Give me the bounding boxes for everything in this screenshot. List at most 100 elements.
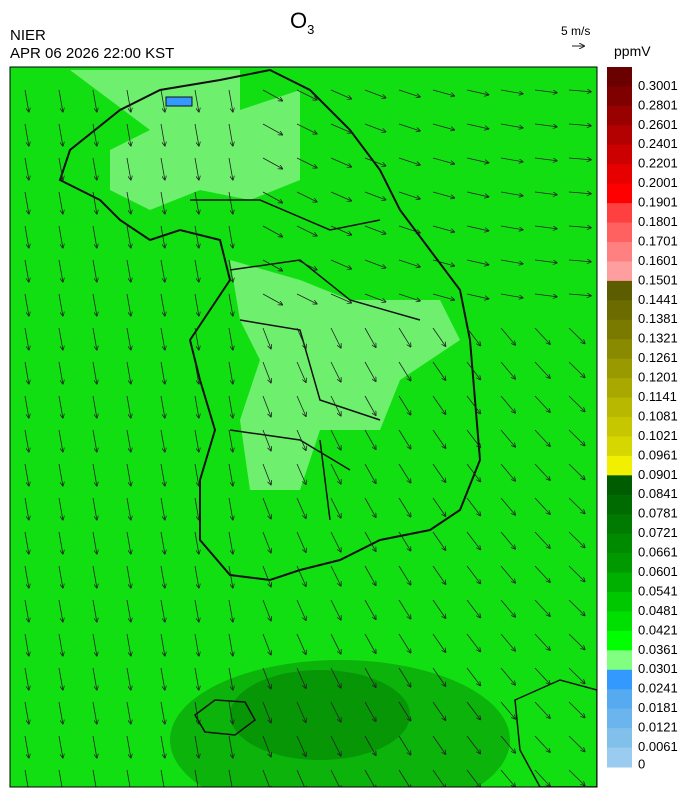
wind-arrow [466,565,480,583]
wind-arrow [330,293,351,303]
colorbar-segment [607,203,632,224]
wind-arrow [534,735,550,752]
wind-arrow [58,769,63,787]
wind-arrow [24,123,29,146]
wind-arrow [432,157,454,164]
wind-arrow [500,633,515,651]
wind-arrow [92,429,97,452]
wind-arrow [296,701,306,722]
wind-arrow [534,327,550,344]
wind-arrow [160,225,165,248]
wind-arrow [466,429,480,447]
wind-arrow [364,633,376,653]
wind-arrow [296,293,317,304]
wind-arrow [58,327,63,350]
wind-arrow [364,667,376,687]
colorbar-label: 0.2601 [638,117,678,132]
wind-arrow [398,701,411,721]
wind-arrow [296,429,306,450]
wind-arrow [58,599,63,622]
wind-arrow [160,327,165,350]
wind-arrow [398,429,411,449]
wind-arrow [296,633,306,654]
wind-arrow [568,294,591,296]
wind-arrow [330,531,341,552]
wind-arrow [228,259,233,282]
wind-arrow [194,259,199,282]
colorbar-segment [607,669,632,690]
wind-arrow [500,191,523,196]
wind-arrow [364,191,386,200]
wind-arrow [330,259,351,269]
wind-arrow [24,157,29,180]
wind-arrow [194,565,199,588]
wind-arrow [364,327,376,347]
wind-arrow [262,769,271,787]
wind-arrow [466,531,480,549]
colorbar-segment [607,222,632,243]
wind-arrow [364,599,376,619]
wind-arrow [24,769,29,787]
wind-arrow [364,259,386,268]
colorbar-segment [607,592,632,612]
wind-arrow [466,395,480,413]
colorbar-segment [607,553,632,574]
datetime: APR 06 2026 22:00 KST [10,45,174,62]
wind-arrow [568,599,585,615]
wind-arrow [466,633,480,651]
wind-arrow [24,497,29,520]
wind-arrow [432,497,446,516]
wind-arrow [568,429,585,445]
wind-arrow [364,89,386,98]
wind-arrow [194,225,199,248]
wind-arrow [262,497,271,519]
wind-arrow [500,395,515,413]
colorbar-label: 0.0361 [638,642,678,657]
wind-arrow [58,531,63,554]
wind-arrow [262,395,271,417]
wind-arrow [228,769,233,787]
colorbar-segment [607,339,632,360]
wind-arrow [432,225,454,232]
wind-arrow [466,225,488,231]
wind-arrow [364,293,386,302]
wind-arrow [126,769,131,787]
wind-arrow [432,89,454,96]
wind-arrow [160,191,165,214]
wind-arrow [432,667,446,686]
wind-arrow [568,633,585,649]
wind-arrow [534,259,557,263]
wind-arrow [432,735,446,754]
wind-arrow [194,327,199,350]
colorbar-segment [607,105,632,126]
colorbar-label: 0.0841 [638,486,678,501]
wind-arrow [296,123,317,134]
wind-arrow [364,463,376,483]
colorbar-segment [607,86,632,107]
wind-arrow [398,463,411,483]
wind-arrow [296,565,306,586]
wind-arrow [194,293,199,316]
wind-arrow [228,735,233,758]
wind-arrow [568,769,585,785]
wind-arrow [330,667,341,688]
wind-arrow [568,667,585,683]
wind-arrow [398,327,411,347]
colorbar-label: 0.1201 [638,370,678,385]
wind-arrow [160,89,165,112]
wind-arrow [262,225,282,237]
wind-arrow [58,701,63,724]
wind-arrow [228,157,233,180]
colorbar-label: 0.0661 [638,545,678,560]
wind-arrow [194,463,199,486]
wind-arrow [92,701,97,724]
wind-arrow [466,701,480,719]
wind-arrow [500,701,515,719]
wind-arrow [500,735,515,753]
wind-arrow [262,361,271,383]
colorbar-segment [607,747,632,768]
wind-arrow [466,667,480,685]
wind-arrow [568,158,591,160]
colorbar-segment [607,378,632,399]
wind-arrow [500,565,515,583]
